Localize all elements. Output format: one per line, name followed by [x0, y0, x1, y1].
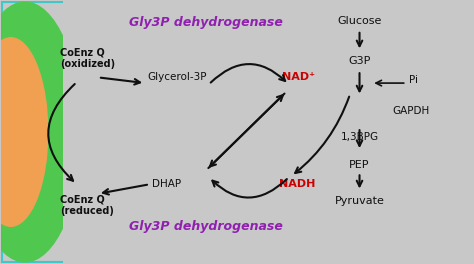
Text: CoEnz Q
(oxidized): CoEnz Q (oxidized) — [60, 48, 115, 69]
Text: CoEnz Q
(reduced): CoEnz Q (reduced) — [60, 195, 114, 216]
FancyBboxPatch shape — [63, 1, 473, 263]
Text: DHAP: DHAP — [152, 179, 181, 189]
Text: PEP: PEP — [349, 160, 370, 170]
Text: Pyruvate: Pyruvate — [335, 196, 384, 206]
Text: 1,3BPG: 1,3BPG — [340, 132, 379, 142]
Text: Gly3P dehydrogenase: Gly3P dehydrogenase — [128, 220, 283, 233]
Ellipse shape — [0, 37, 48, 227]
Text: Glycerol-3P: Glycerol-3P — [147, 72, 207, 82]
Ellipse shape — [0, 1, 82, 263]
Text: Gly3P dehydrogenase: Gly3P dehydrogenase — [128, 16, 283, 29]
Text: NADH: NADH — [279, 179, 316, 189]
Text: Pi: Pi — [409, 75, 418, 85]
Text: GAPDH: GAPDH — [392, 106, 430, 116]
Text: Glucose: Glucose — [337, 16, 382, 26]
Text: NAD⁺: NAD⁺ — [282, 72, 315, 82]
Text: G3P: G3P — [348, 56, 371, 66]
